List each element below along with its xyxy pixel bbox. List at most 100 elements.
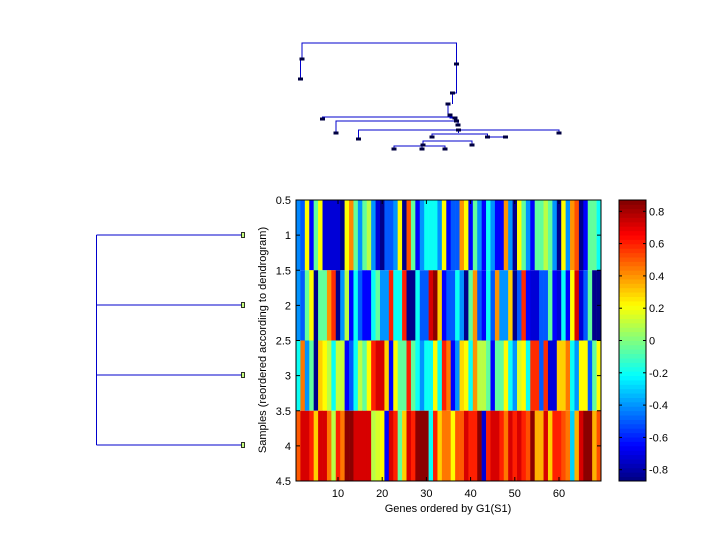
heatmap-cell [384,340,390,411]
colorbar-segment [619,261,646,267]
heatmap-cell [570,340,575,411]
heatmap-cell [517,340,522,411]
heatmap-cell [393,270,398,341]
heatmap-cell [446,410,452,481]
heatmap-cell [494,200,500,271]
heatmap-cell [313,340,319,411]
heatmap-cell [331,200,337,271]
heatmap-cell [362,340,368,411]
heatmap-cell [335,410,341,481]
y-tick-label: 1.5 [276,265,291,277]
y-tick-label: 4.5 [276,476,291,488]
heatmap-cell [499,410,505,481]
colorbar-segment [619,309,646,315]
heatmap-cell [450,340,456,411]
heatmap-cell [304,410,310,481]
heatmap-cell [494,270,500,341]
heatmap-cell [433,200,438,271]
heatmap-cell [525,270,531,341]
heatmap-cell [313,410,319,481]
heatmap-cell [574,270,580,341]
heatmap-cell [326,200,332,271]
heatmap-cell [375,200,381,271]
colorbar-tick-label: 0.4 [649,271,664,283]
colorbar-segment [619,393,646,398]
heatmap-cell [441,270,447,341]
heatmap-cell [481,200,487,271]
colorbar-segment [619,428,646,434]
heatmap-cell [530,200,535,271]
heatmap-cell [300,200,306,271]
heatmap-cell [340,270,345,341]
heatmap-cell [570,410,575,481]
colorbar-tick-label: -0.2 [649,368,668,380]
heatmap-cell [344,340,350,411]
dendro-link [301,42,457,64]
heatmap-cell [512,340,518,411]
colorbar-segment [619,213,646,218]
dendrogram-node [298,77,303,81]
heatmap-cell [375,270,381,341]
colorbar-segment [619,226,646,232]
heatmap-cell [353,410,359,481]
heatmap-cell [335,340,341,411]
heatmap-cell [335,200,341,271]
colorbar-segment [619,358,646,363]
heatmap-cell [490,340,496,411]
heatmap-cell [349,410,354,481]
colorbar-segment [619,257,646,262]
heatmap-cell [539,410,544,481]
dendrogram-node [299,57,305,61]
heatmap-cell [503,270,509,341]
heatmap-cell [318,270,323,341]
colorbar-segment [619,340,646,346]
colorbar-segment [619,287,646,293]
colorbar-tick-label: 0.2 [649,303,664,315]
heatmap-cell [583,200,589,271]
heatmap-cell [534,340,540,411]
heatmap-cell [304,200,310,271]
heatmap-cell [521,410,527,481]
heatmap-cell [304,270,310,341]
heatmap-cell [371,270,376,341]
x-tick-label: 40 [464,488,476,500]
heatmap-cell [468,410,474,481]
colorbar-segment [619,331,646,337]
heatmap-cell [441,340,447,411]
colorbar-segment [619,279,646,284]
heatmap-cell [446,200,452,271]
heatmap-cell [402,340,407,411]
colorbar-segment [619,292,646,297]
heatmap-cell [561,340,566,411]
colorbar-segment [619,441,646,447]
heatmap-cell [561,270,566,341]
heatmap-cell [534,200,540,271]
x-tick-label: 30 [420,488,432,500]
heatmap-cell [357,410,363,481]
heatmap-cell [552,200,558,271]
dendrogram-node [429,135,435,139]
heatmap-cell [481,340,487,411]
heatmap-cell [410,410,416,481]
heatmap-cell [530,410,535,481]
heatmap-cell [477,410,482,481]
heatmap-cell [556,410,562,481]
heatmap-cell [446,340,452,411]
heatmap-cell [388,410,394,481]
heatmap-cell [410,200,416,271]
heatmap-cell [472,410,478,481]
y-tick-label: 2 [285,300,291,312]
colorbar-segment [619,296,646,302]
heatmap-cell [539,270,544,341]
heatmap-cell [419,410,425,481]
dendrogram-node [333,131,339,135]
heatmap-cell [552,270,558,341]
colorbar-segment [619,467,646,473]
heatmap-cell [397,200,403,271]
heatmap-cell [450,270,456,341]
heatmap-cell [472,200,478,271]
colorbar-segment [619,265,646,271]
heatmap-cell [326,270,332,341]
heatmap-cell [437,270,443,341]
